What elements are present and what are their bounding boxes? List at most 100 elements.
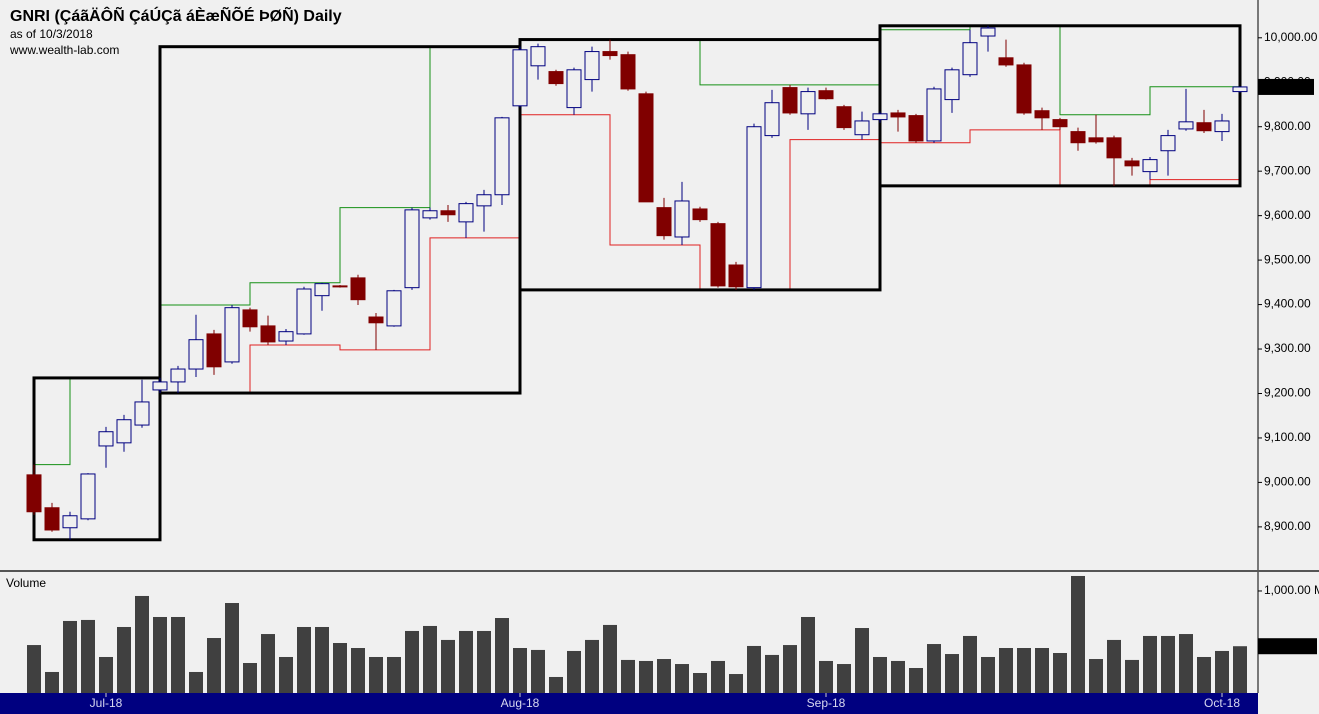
weekly-low-line	[34, 114, 1240, 541]
candle-body	[314, 283, 330, 297]
candle-body	[530, 46, 546, 67]
x-tick-label: Sep-18	[807, 696, 846, 710]
last-volume-label: 458.51 M	[1260, 638, 1310, 652]
volume-bar	[423, 625, 437, 693]
candle-body	[854, 120, 870, 136]
volume-bar	[1089, 659, 1103, 693]
candle-body	[260, 325, 276, 343]
y-tick-label: 9,200.00	[1264, 386, 1311, 400]
y-tick-label: 8,900.00	[1264, 519, 1311, 533]
volume-bar	[189, 671, 203, 693]
volume-bar	[261, 634, 275, 693]
volume-bar	[1197, 656, 1211, 693]
candle-body	[458, 203, 474, 223]
candle-body	[350, 277, 366, 301]
volume-bar	[351, 648, 365, 693]
candle-body	[62, 515, 78, 529]
volume-bar	[27, 645, 41, 693]
volume-bar	[99, 656, 113, 693]
candle-body	[728, 264, 744, 288]
volume-bar	[279, 656, 293, 693]
volume-bar	[405, 630, 419, 693]
candle-body	[638, 93, 654, 203]
candle-body	[764, 102, 780, 137]
volume-bar	[459, 630, 473, 693]
range-box	[878, 24, 1242, 188]
candle-body	[98, 431, 114, 447]
volume-bar	[1053, 653, 1067, 693]
candle-body	[476, 194, 492, 207]
volume-bar	[117, 626, 131, 693]
volume-bar	[909, 668, 923, 693]
candle-body	[620, 54, 636, 90]
candle-body	[872, 113, 888, 121]
volume-bar	[1125, 659, 1139, 693]
last-price-label: 9,889.47	[1260, 79, 1307, 93]
volume-bar	[711, 660, 725, 693]
volume-bar	[297, 626, 311, 693]
candle-body	[746, 126, 762, 289]
chart-title: GNRI (ÇáãÄÔÑ ÇáÚÇã áÈæÑÕÉ ÞØÑ) Daily	[10, 5, 342, 25]
volume-bar	[603, 624, 617, 693]
date-bar	[0, 693, 1258, 714]
y-tick-label: 10,000.00	[1264, 30, 1318, 44]
candle-body	[1178, 121, 1194, 130]
volume-bar	[333, 643, 347, 693]
volume-bar	[585, 639, 599, 693]
candle-body	[908, 115, 924, 142]
candle-body	[926, 88, 942, 142]
volume-bar	[45, 671, 59, 693]
candle-body	[1088, 137, 1104, 143]
candle-body	[1214, 120, 1230, 133]
volume-bar	[1017, 648, 1031, 693]
volume-bar	[639, 660, 653, 693]
candle-body	[242, 309, 258, 328]
y-tick-label: 9,300.00	[1264, 341, 1311, 355]
candle-body	[944, 69, 960, 101]
candle-body	[782, 87, 798, 114]
volume-bar	[1179, 634, 1193, 693]
candle-body	[368, 316, 384, 324]
candle-body	[512, 49, 528, 107]
candle-body	[692, 208, 708, 221]
volume-bar	[1215, 650, 1229, 693]
volume-bar	[495, 618, 509, 693]
volume-bar	[441, 639, 455, 693]
candle-body	[1124, 160, 1140, 167]
volume-bar	[675, 664, 689, 693]
volume-bar	[243, 663, 257, 693]
volume-bar	[837, 664, 851, 693]
candle-body	[440, 210, 456, 216]
candle-body	[1106, 137, 1122, 159]
candle-body	[494, 117, 510, 196]
y-tick-label: 9,000.00	[1264, 475, 1311, 489]
candle-body	[890, 112, 906, 118]
volume-bar	[873, 656, 887, 693]
volume-bar	[477, 630, 491, 693]
volume-bar	[729, 674, 743, 693]
candle-body	[1232, 86, 1248, 93]
candle-body	[134, 401, 150, 426]
y-tick-label: 9,800.00	[1264, 119, 1311, 133]
volume-bar	[801, 616, 815, 693]
range-box	[32, 376, 162, 542]
volume-bar	[531, 649, 545, 693]
volume-bar	[171, 616, 185, 693]
volume-bar	[783, 645, 797, 693]
volume-bar	[549, 676, 563, 693]
volume-bar	[207, 638, 221, 693]
volume-bar	[153, 616, 167, 693]
candle-body	[800, 91, 816, 115]
volume-bar	[693, 673, 707, 693]
y-tick-label: 9,100.00	[1264, 430, 1311, 444]
last-volume-box	[1258, 638, 1317, 655]
volume-bar	[945, 654, 959, 693]
candle-body	[962, 42, 978, 76]
candle-body	[188, 339, 204, 370]
candle-body	[80, 473, 96, 520]
candle-body	[206, 333, 222, 368]
candle-body	[1196, 122, 1212, 132]
y-tick-label: 9,600.00	[1264, 208, 1311, 222]
volume-bar	[1143, 635, 1157, 693]
volume-bar	[981, 656, 995, 693]
